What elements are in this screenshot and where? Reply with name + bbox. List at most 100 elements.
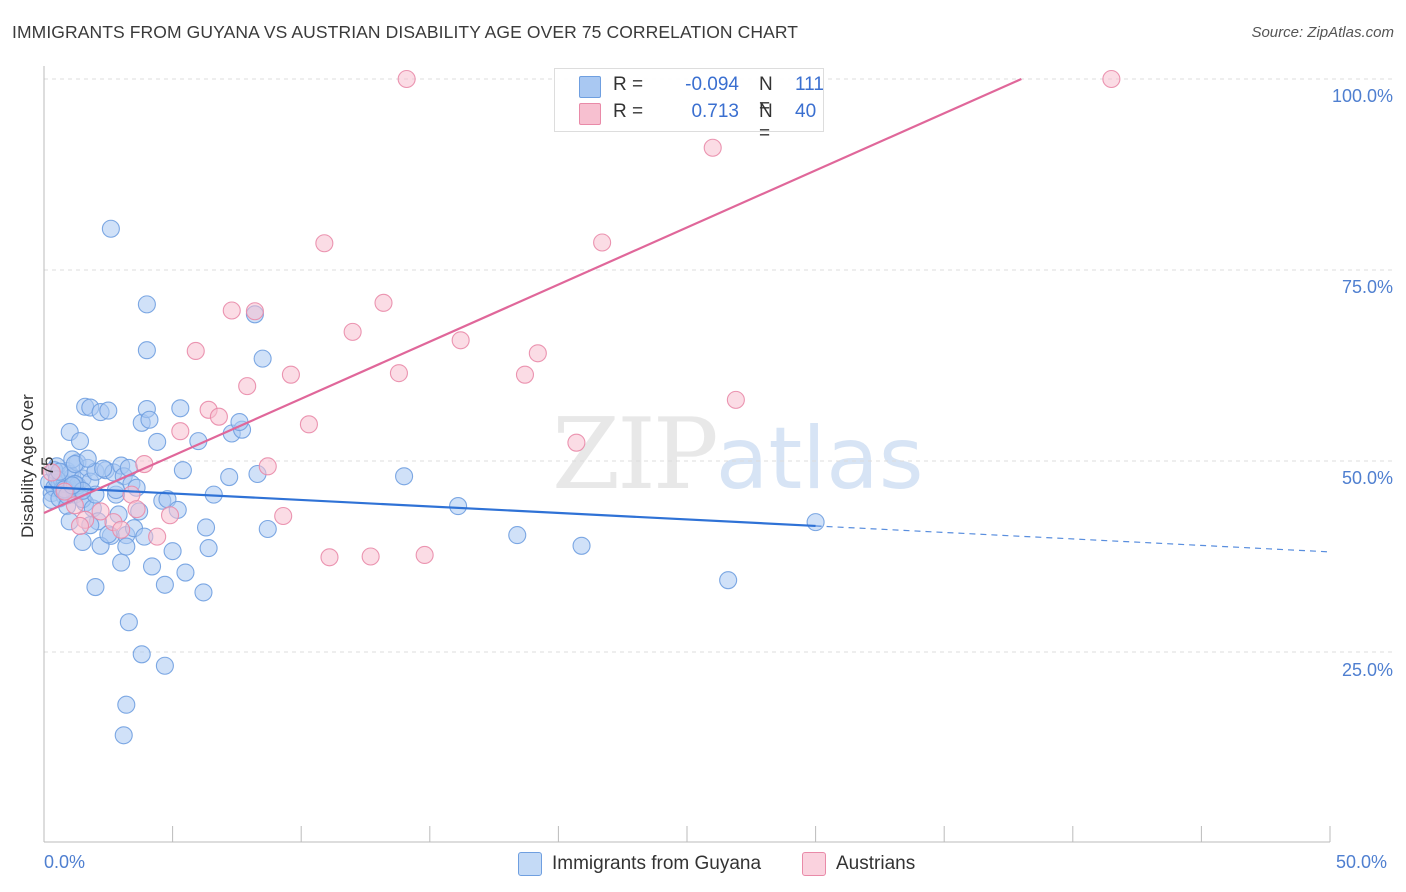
point-austrians — [593, 233, 612, 252]
chart-title: IMMIGRANTS FROM GUYANA VS AUSTRIAN DISAB… — [12, 22, 799, 42]
point-guyana — [719, 571, 738, 590]
point-guyana — [155, 575, 174, 594]
point-austrians — [160, 506, 180, 525]
trendline-austrians — [43, 77, 1022, 514]
point-austrians — [1102, 69, 1121, 89]
point-austrians — [42, 463, 61, 482]
point-guyana — [117, 695, 136, 714]
point-guyana — [99, 401, 118, 420]
point-guyana — [258, 519, 277, 539]
point-austrians — [171, 422, 190, 441]
bottom-legend-austrians[interactable]: Austrians — [802, 852, 915, 876]
point-austrians — [127, 500, 146, 519]
legend-r-value: 0.713 — [691, 101, 739, 122]
point-guyana — [163, 542, 182, 561]
legend-r-label: R = — [613, 74, 644, 95]
legend-n-label: N = — [759, 101, 773, 144]
legend-swatch-guyana — [579, 76, 601, 98]
point-guyana — [137, 295, 156, 314]
point-guyana — [140, 410, 159, 429]
bottom-legend-swatch-guyana — [518, 852, 542, 876]
point-austrians — [281, 365, 300, 384]
point-guyana — [94, 459, 113, 478]
point-austrians — [186, 341, 205, 361]
point-guyana — [132, 645, 151, 664]
point-austrians — [320, 548, 339, 567]
point-guyana — [86, 578, 105, 597]
point-austrians — [222, 301, 241, 320]
point-austrians — [361, 547, 380, 566]
point-austrians — [528, 344, 547, 363]
point-guyana — [194, 583, 213, 602]
y-axis-title: Disability Age Over 75 — [18, 394, 57, 538]
point-austrians — [209, 407, 228, 426]
point-austrians — [91, 502, 110, 521]
point-austrians — [374, 293, 393, 312]
point-guyana — [806, 513, 825, 532]
watermark-zip: ZIP — [552, 398, 719, 512]
point-austrians — [415, 545, 434, 565]
point-austrians — [515, 365, 535, 384]
bottom-legend-label-guyana: Immigrants from Guyana — [552, 853, 762, 875]
legend-r-value: -0.094 — [685, 74, 739, 95]
bottom-legend-swatch-austrians — [802, 852, 826, 876]
y-tick-label-50: 50.0% — [1341, 468, 1393, 488]
bottom-legend-label-austrians: Austrians — [836, 853, 916, 875]
point-austrians — [315, 234, 334, 253]
legend-n-value: 40 — [795, 101, 817, 122]
legend-n-label: N = — [759, 74, 773, 117]
bottom-legend-guyana[interactable]: Immigrants from Guyana — [518, 852, 761, 876]
point-guyana — [508, 526, 527, 545]
legend-r-label: R = — [613, 101, 644, 122]
source-label: Source: ZipAtlas.com — [1251, 24, 1394, 41]
point-guyana — [196, 518, 216, 537]
point-guyana — [119, 613, 138, 632]
point-austrians — [299, 415, 318, 434]
point-guyana — [142, 557, 162, 576]
point-guyana — [199, 539, 218, 558]
trendline-guyana — [43, 485, 816, 528]
point-guyana — [220, 467, 239, 487]
point-guyana — [155, 656, 174, 675]
point-guyana — [117, 537, 136, 556]
point-austrians — [389, 364, 408, 383]
point-guyana — [171, 399, 190, 418]
legend-n-value: 111 — [795, 74, 824, 95]
point-austrians — [726, 390, 745, 409]
point-austrians — [343, 322, 362, 341]
point-guyana — [572, 536, 591, 555]
point-austrians — [148, 527, 167, 546]
point-guyana — [78, 449, 97, 468]
legend-swatch-austrians — [579, 103, 601, 125]
watermark: ZIPatlas — [552, 398, 924, 512]
y-tick-label-75: 75.0% — [1341, 277, 1393, 297]
point-guyana — [114, 726, 133, 745]
point-guyana — [449, 497, 468, 516]
point-guyana — [173, 461, 192, 480]
y-tick-label-100: 100.0% — [1331, 86, 1393, 106]
point-guyana — [101, 219, 120, 238]
point-austrians — [238, 377, 257, 396]
point-guyana — [70, 432, 90, 451]
point-austrians — [112, 520, 131, 539]
point-austrians — [274, 506, 293, 526]
point-austrians — [245, 302, 264, 321]
y-tick-label-25: 25.0% — [1341, 660, 1393, 680]
point-guyana — [176, 563, 195, 582]
point-guyana — [148, 432, 167, 451]
point-austrians — [703, 138, 722, 157]
point-austrians — [451, 331, 470, 350]
point-guyana — [137, 341, 156, 360]
point-guyana — [253, 349, 272, 368]
point-austrians — [567, 433, 586, 452]
correlation-legend: R = -0.094 N = 111 R = 0.713 N = 40 — [554, 68, 824, 144]
trendline-guyana-extrapolated — [815, 525, 1331, 553]
x-tick-label-min: 0.0% — [44, 852, 86, 872]
x-tick-label-max: 50.0% — [1336, 852, 1388, 872]
point-guyana — [112, 553, 131, 572]
point-austrians — [397, 69, 416, 89]
point-guyana — [395, 467, 414, 486]
point-austrians — [258, 457, 277, 476]
watermark-atlas: atlas — [715, 409, 924, 509]
